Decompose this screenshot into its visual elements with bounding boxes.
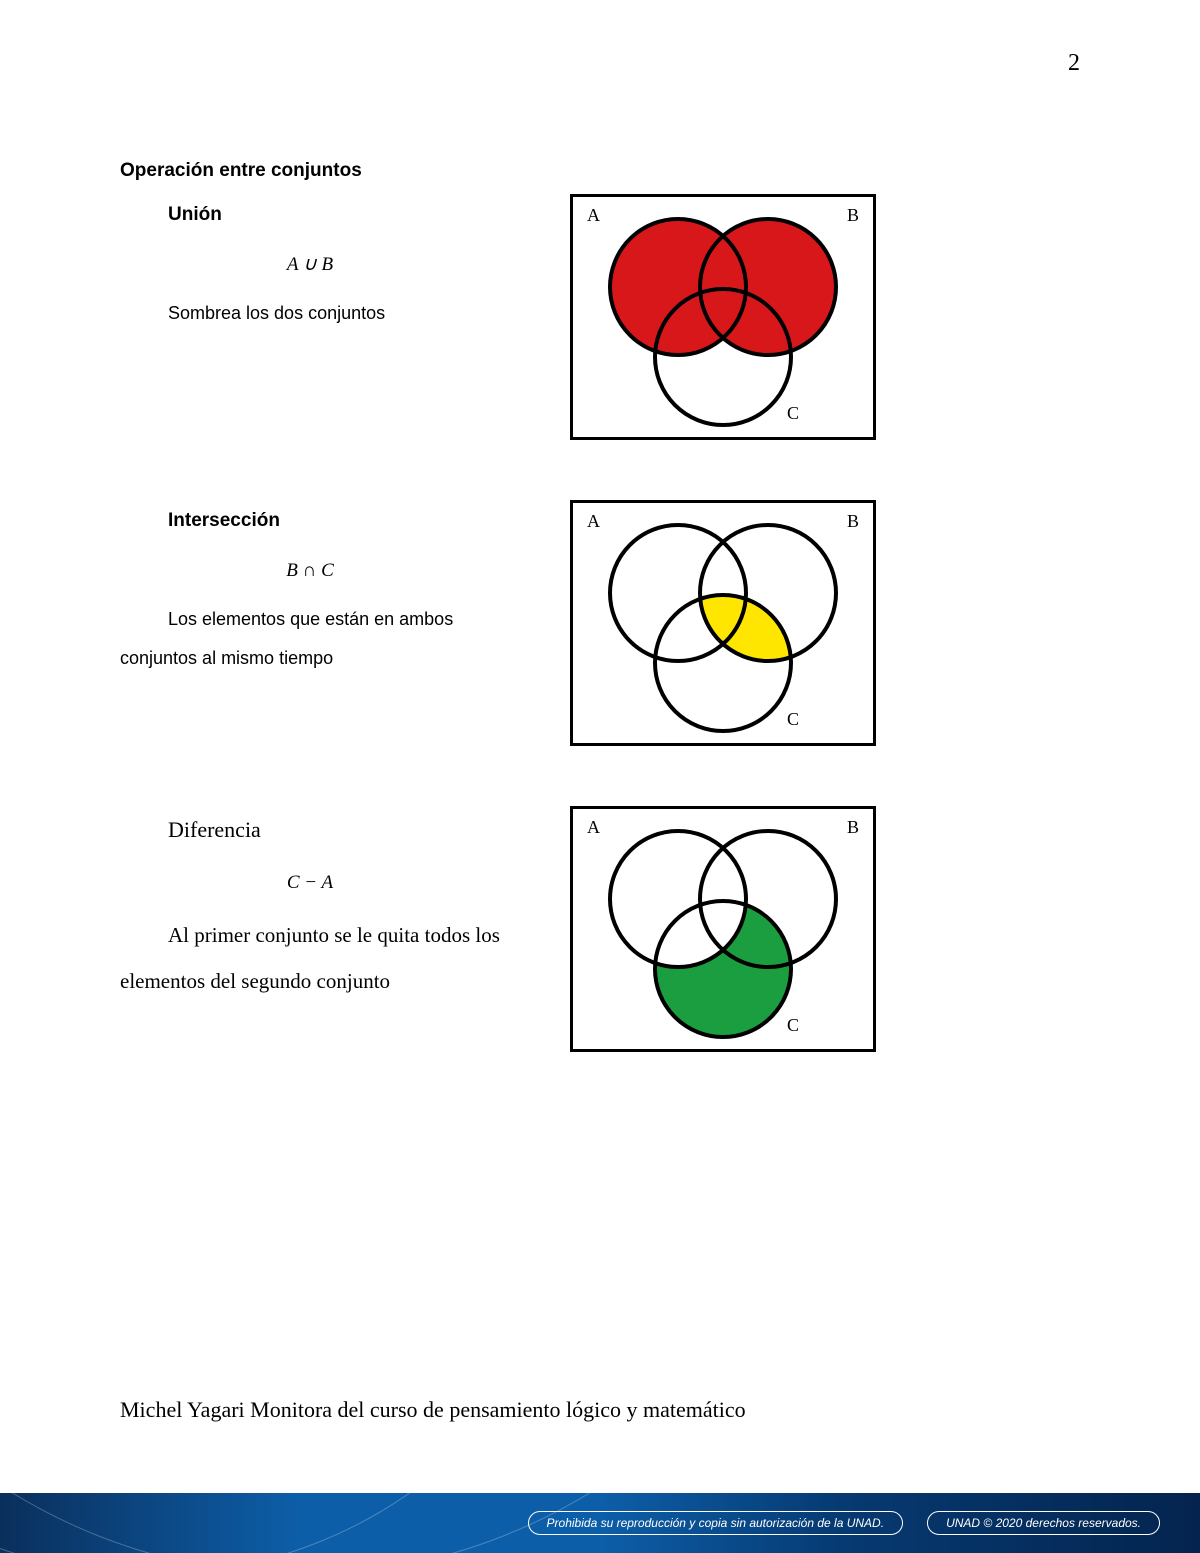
main-title: Operación entre conjuntos [120,160,1080,182]
venn-label-A: A [587,205,600,226]
page-number: 2 [1068,50,1080,77]
venn-union-box: A B C [570,194,876,440]
venn-union-svg [573,197,873,437]
difference-heading: Diferencia [168,806,500,854]
section-intersection: Intersección B ∩ C Los elementos que est… [120,500,1080,746]
difference-desc-1: Al primer conjunto se le quita todos los [168,912,500,958]
intersection-desc-1: Los elementos que están en ambos [168,600,500,640]
footer-banner: Prohibida su reproducción y copia sin au… [0,1493,1200,1553]
venn-label-B: B [847,205,859,226]
content-area: Operación entre conjuntos Unión A ∪ B So… [120,160,1080,1112]
venn-label-A3: A [587,817,600,838]
union-formula: A ∪ B [120,244,500,286]
venn-outline-A2 [610,525,746,661]
venn-intersection-box: A B C [570,500,876,746]
union-text: Unión A ∪ B Sombrea los dos conjuntos [120,194,500,333]
page: 2 Operación entre conjuntos Unión A ∪ B … [0,0,1200,1553]
section-difference: Diferencia C − A Al primer conjunto se l… [120,806,1080,1052]
intersection-text: Intersección B ∩ C Los elementos que est… [120,500,500,679]
venn-label-B2: B [847,511,859,532]
difference-diagram: A B C [570,806,876,1052]
venn-intersection-svg [573,503,873,743]
difference-formula: C − A [120,862,500,904]
venn-label-C: C [787,403,799,424]
venn-label-B3: B [847,817,859,838]
footer-pill-right: UNAD © 2020 derechos reservados. [927,1511,1160,1535]
venn-label-C2: C [787,709,799,730]
venn-label-C3: C [787,1015,799,1036]
difference-desc-2: elementos del segundo conjunto [120,958,500,1004]
union-heading: Unión [168,194,500,236]
intersection-diagram: A B C [570,500,876,746]
section-union: Unión A ∪ B Sombrea los dos conjuntos [120,194,1080,440]
difference-text: Diferencia C − A Al primer conjunto se l… [120,806,500,1005]
venn-difference-svg [573,809,873,1049]
footer-pills: Prohibida su reproducción y copia sin au… [528,1511,1160,1535]
intersection-formula: B ∩ C [120,550,500,592]
footer-author: Michel Yagari Monitora del curso de pens… [120,1397,746,1423]
union-diagram: A B C [570,194,876,440]
venn-label-A2: A [587,511,600,532]
venn-difference-box: A B C [570,806,876,1052]
intersection-desc-2: conjuntos al mismo tiempo [120,639,500,679]
footer-pill-left: Prohibida su reproducción y copia sin au… [528,1511,904,1535]
intersection-heading: Intersección [168,500,500,542]
union-desc-1: Sombrea los dos conjuntos [168,294,500,334]
